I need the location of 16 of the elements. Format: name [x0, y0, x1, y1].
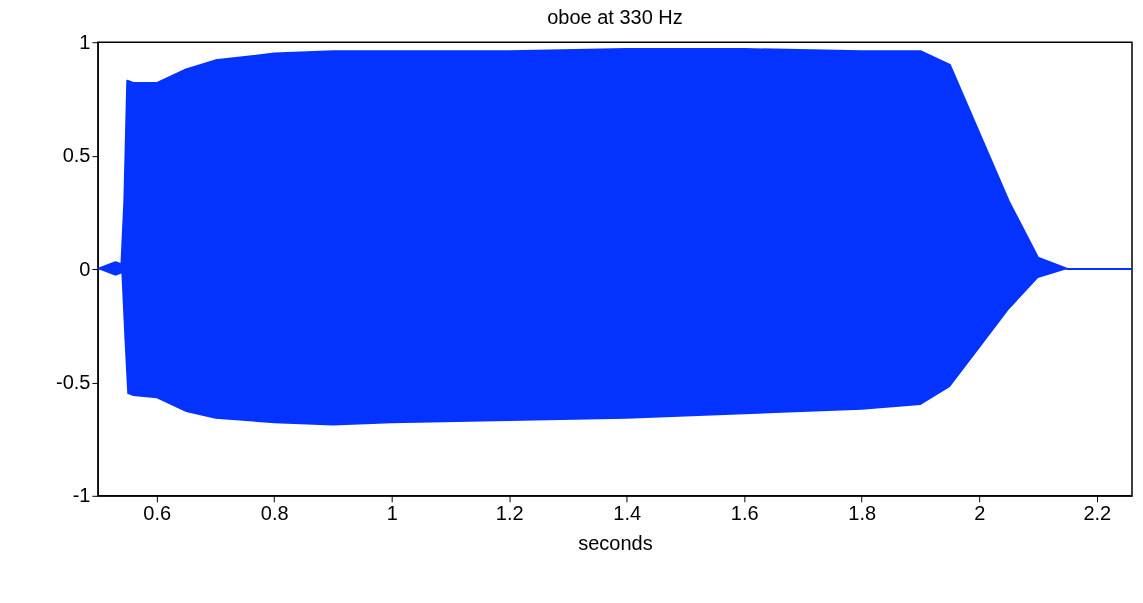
x-tick-label: 2 [974, 502, 986, 525]
y-tick-label: 0.5 [62, 144, 91, 167]
x-tick-label: 1 [386, 502, 398, 525]
x-tick-label: 2.2 [1083, 502, 1112, 525]
x-tick-label: 0.6 [143, 502, 172, 525]
y-tick-label: -0.5 [56, 370, 91, 393]
x-tick-label: 1.6 [730, 502, 759, 525]
x-tick-label: 1.4 [613, 502, 642, 525]
x-axis-title: seconds [578, 532, 653, 555]
y-tick-label: 0 [79, 257, 91, 280]
y-tick-label: 1 [79, 30, 91, 53]
chart-title: oboe at 330 Hz [547, 6, 683, 29]
x-tick-label: 1.8 [848, 502, 877, 525]
x-tick-label: 0.8 [260, 502, 289, 525]
x-tick-label: 1.2 [495, 502, 524, 525]
y-tick-label: -1 [72, 484, 91, 507]
